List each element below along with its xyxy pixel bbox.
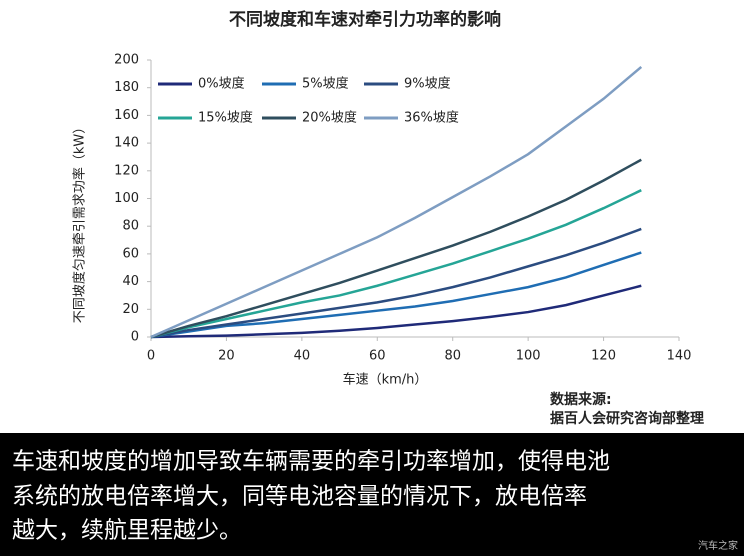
chart-title: 不同坡度和车速对牵引力功率的影响 xyxy=(229,9,501,30)
line-series xyxy=(150,189,642,339)
line-series xyxy=(150,227,642,339)
watermark: 汽车之家 xyxy=(698,539,738,552)
y-tick-label: 60 xyxy=(122,246,139,261)
source-label: 数据来源: xyxy=(550,391,612,408)
x-tick-label: 120 xyxy=(591,349,616,364)
caption-line: 车速和坡度的增加导致车辆需要的牵引功率增加，使得电池 xyxy=(12,449,610,475)
legend-label: 5%坡度 xyxy=(302,76,349,92)
y-tick-label: 40 xyxy=(122,274,139,289)
line-series xyxy=(150,158,642,339)
legend-label: 9%坡度 xyxy=(404,76,451,92)
x-tick-label: 40 xyxy=(294,349,311,364)
caption-line: 系统的放电倍率增大，同等电池容量的情况下，放电倍率 xyxy=(12,484,587,510)
legend-label: 36%坡度 xyxy=(404,110,459,126)
x-tick-label: 0 xyxy=(147,349,155,364)
y-tick-label: 120 xyxy=(114,163,139,178)
x-tick-label: 100 xyxy=(516,349,541,364)
y-tick-label: 160 xyxy=(114,108,139,123)
caption-line: 越大，续航里程越少。 xyxy=(12,518,242,544)
legend-label: 20%坡度 xyxy=(302,110,357,126)
legend-label: 15%坡度 xyxy=(198,110,253,126)
x-tick-label: 20 xyxy=(218,349,235,364)
x-axis-label: 车速（km/h） xyxy=(343,372,428,388)
y-tick-label: 80 xyxy=(122,219,139,234)
y-tick-label: 200 xyxy=(114,53,139,68)
y-tick-label: 100 xyxy=(114,191,139,206)
y-axis-label: 不同坡度匀速牵引需求功率（kW） xyxy=(72,121,88,323)
line-series xyxy=(150,284,642,339)
line-series xyxy=(150,65,643,339)
x-tick-label: 80 xyxy=(444,349,461,364)
x-tick-label: 140 xyxy=(667,349,692,364)
y-tick-label: 140 xyxy=(114,136,139,151)
caption-band xyxy=(0,433,744,556)
x-tick-label: 60 xyxy=(369,349,386,364)
y-tick-label: 180 xyxy=(114,80,139,95)
y-tick-label: 20 xyxy=(122,302,139,317)
source-text: 据百人会研究咨询部整理 xyxy=(550,410,704,427)
line-series xyxy=(150,251,642,339)
legend-label: 0%坡度 xyxy=(198,76,245,92)
y-tick-label: 0 xyxy=(131,330,139,345)
